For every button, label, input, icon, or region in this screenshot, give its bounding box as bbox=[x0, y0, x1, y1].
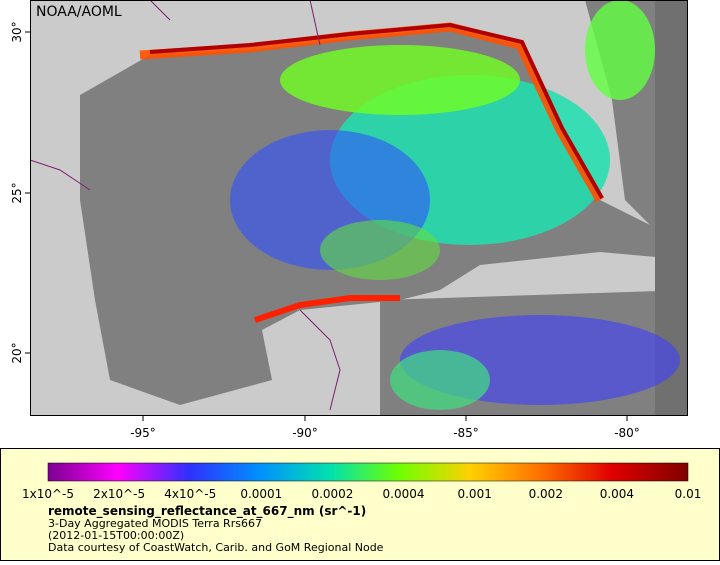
legend-variable: remote_sensing_reflectance_at_667_nm (sr… bbox=[48, 504, 366, 519]
border bbox=[299, 309, 341, 411]
colorbar-label: 2x10^-5 bbox=[93, 487, 145, 501]
legend-dataset: 3-Day Aggregated MODIS Terra Rrs667 bbox=[48, 517, 262, 530]
colorbar-label: 0.001 bbox=[457, 487, 491, 501]
legend-source: Data courtesy of CoastWatch, Carib. and … bbox=[48, 541, 384, 554]
reflectance-patch bbox=[390, 350, 490, 410]
legend-time: (2012-01-15T00:00:00Z) bbox=[48, 529, 184, 542]
map-area: NOAA/AOML bbox=[30, 0, 688, 416]
border bbox=[30, 0, 321, 191]
y-tick-label: 20° bbox=[10, 342, 24, 363]
coastal-high bbox=[254, 295, 400, 323]
axes: -95° -90° -85° -80° 30° 25° 20° bbox=[10, 21, 640, 440]
x-tick-label: -80° bbox=[614, 426, 640, 440]
x-tick-label: -90° bbox=[292, 426, 318, 440]
credit-bg bbox=[30, 0, 120, 22]
map-frame bbox=[30, 0, 688, 416]
y-tick-label: 25° bbox=[10, 182, 24, 203]
colorbar-label: 0.004 bbox=[600, 487, 634, 501]
colorbar-label: 0.0002 bbox=[311, 487, 353, 501]
x-tick-label: -85° bbox=[453, 426, 479, 440]
colorbar-label: 4x10^-5 bbox=[164, 487, 216, 501]
credit: NOAA/AOML bbox=[36, 4, 122, 20]
coastal-high bbox=[149, 22, 604, 199]
colorbar-label: 0.01 bbox=[675, 487, 702, 501]
y-tick-label: 30° bbox=[10, 21, 24, 42]
x-tick-label: -95° bbox=[130, 426, 156, 440]
colorbar-label: 0.0004 bbox=[383, 487, 425, 501]
colorbar-label: 1x10^-5 bbox=[22, 487, 74, 501]
reflectance-patch bbox=[320, 220, 440, 280]
colorbar-label: 0.0001 bbox=[240, 487, 282, 501]
colorbar-labels: 1x10^-5 2x10^-5 4x10^-5 0.0001 0.0002 0.0004 0… bbox=[22, 487, 701, 501]
reflectance-patch bbox=[280, 45, 520, 115]
colorbar bbox=[47, 462, 689, 482]
colorbar-label: 0.002 bbox=[529, 487, 563, 501]
reflectance-patch bbox=[585, 0, 655, 100]
